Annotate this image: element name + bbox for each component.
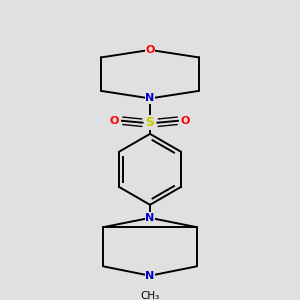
Text: N: N xyxy=(146,271,154,281)
Text: CH₃: CH₃ xyxy=(140,291,160,300)
Text: N: N xyxy=(146,93,154,103)
Text: O: O xyxy=(110,116,119,126)
Text: N: N xyxy=(146,213,154,223)
Text: O: O xyxy=(181,116,190,126)
Text: S: S xyxy=(146,116,154,129)
Text: O: O xyxy=(145,45,155,55)
